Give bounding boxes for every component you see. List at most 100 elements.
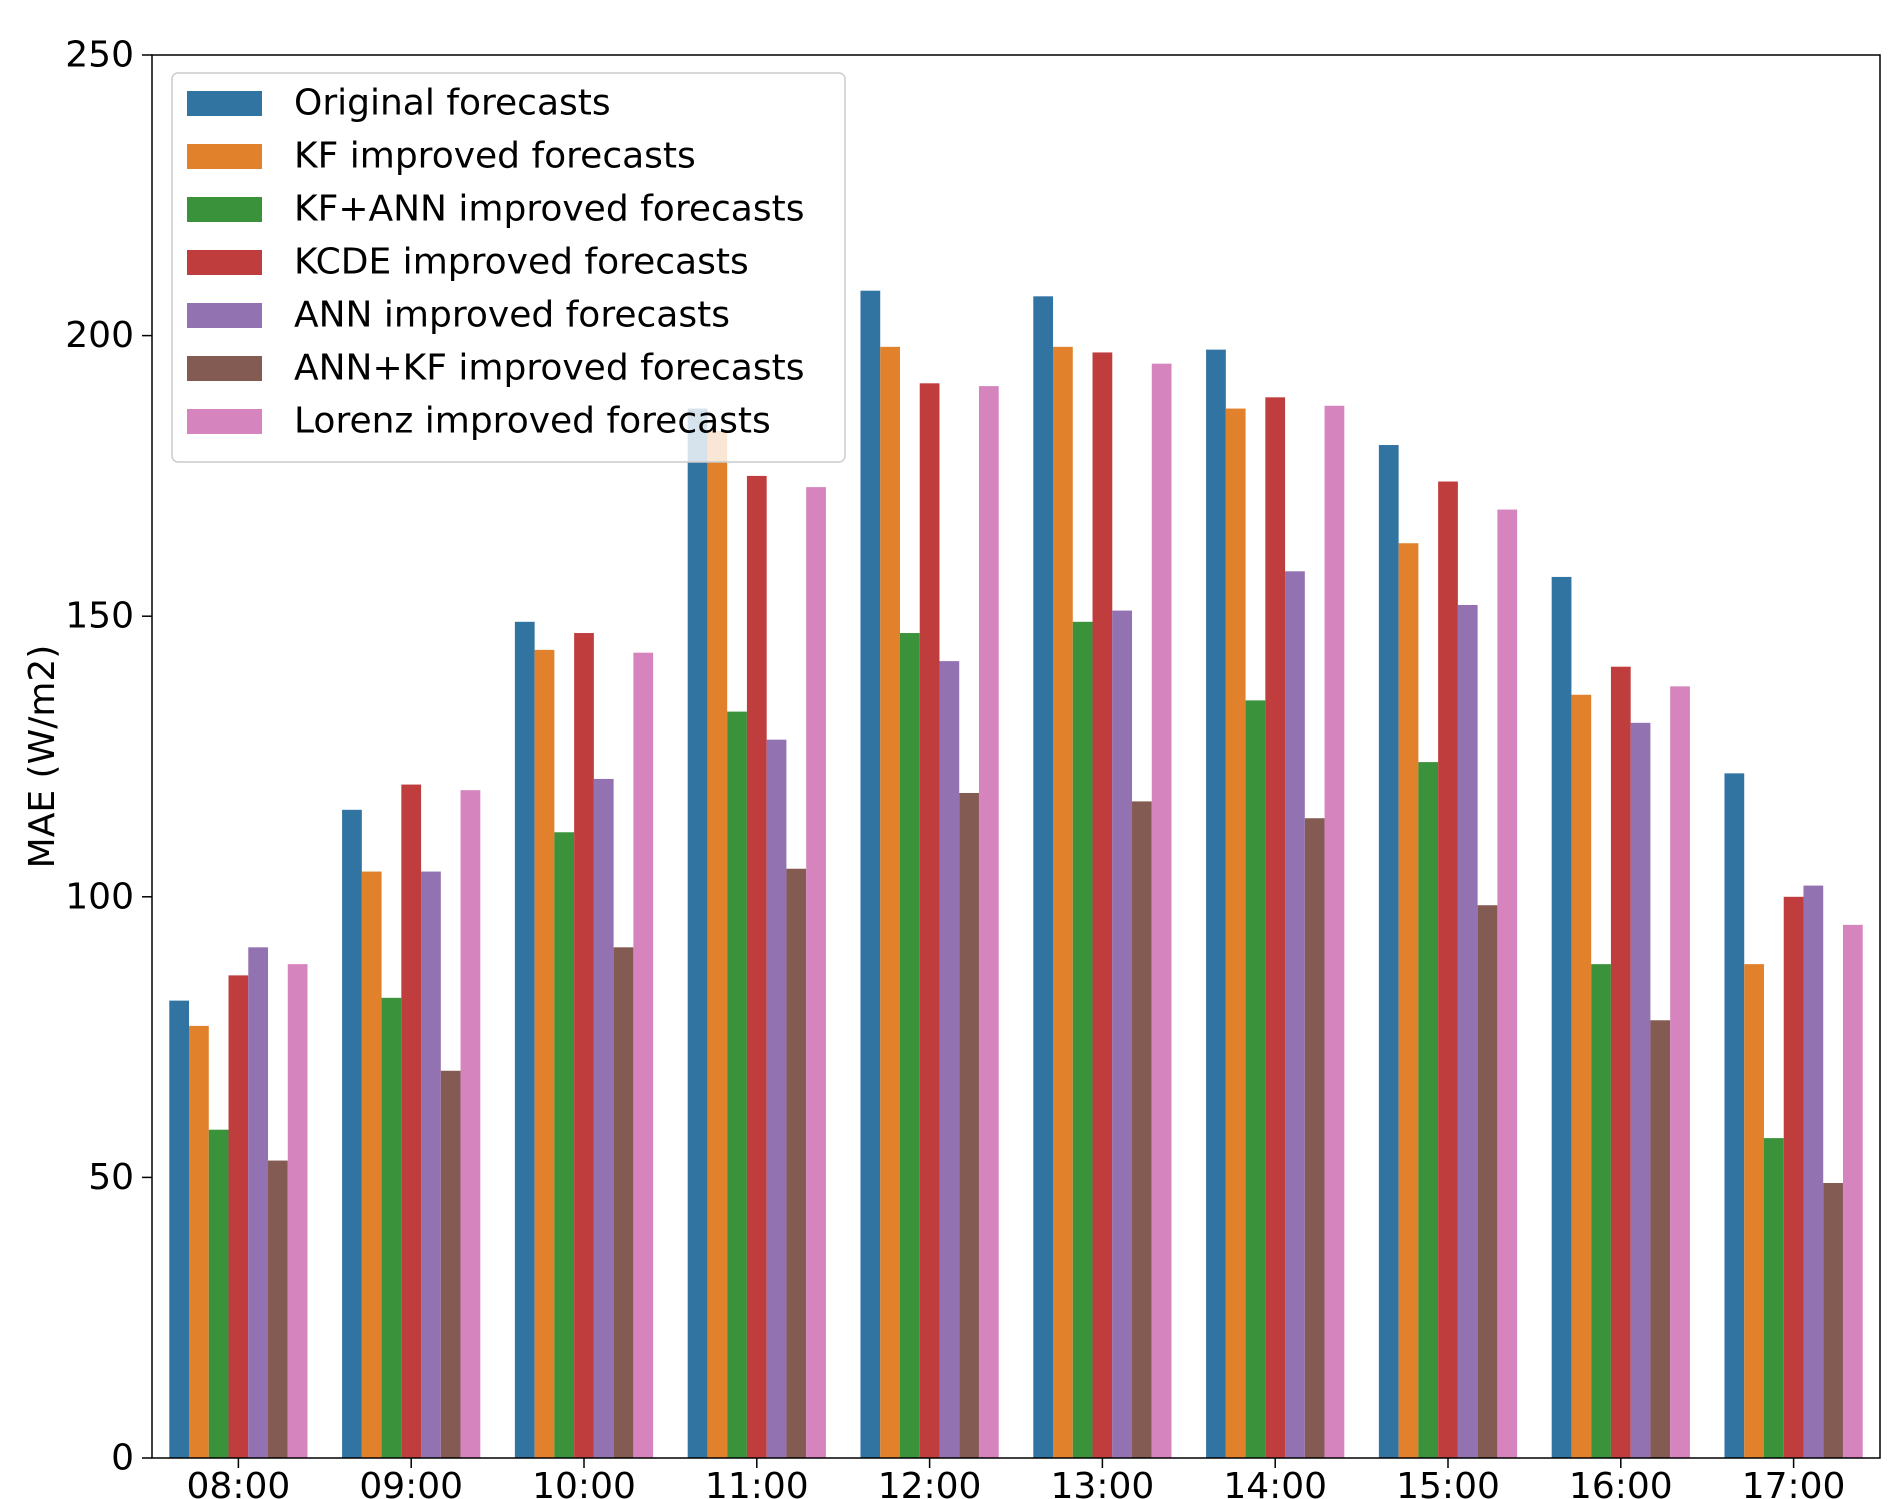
bar-ann-kf-improved-forecasts-1400 <box>1304 818 1325 1458</box>
x-tick-label: 12:00 <box>878 1466 982 1499</box>
legend-label-ann-kf-improved-forecasts: ANN+KF improved forecasts <box>294 348 804 389</box>
bar-ann-improved-forecasts-0800 <box>248 947 269 1458</box>
legend-swatch-lorenz-improved-forecasts <box>187 409 262 434</box>
bar-ann-improved-forecasts-1700 <box>1803 885 1824 1458</box>
legend-swatch-original-forecasts <box>187 91 262 116</box>
x-tick-label: 10:00 <box>532 1466 636 1499</box>
x-tick-label: 17:00 <box>1742 1466 1846 1499</box>
y-tick-label: 50 <box>88 1157 134 1198</box>
bar-kf-improved-forecasts-1200 <box>880 346 900 1458</box>
bar-original-forecasts-1600 <box>1551 576 1572 1458</box>
bar-kf-ann-improved-forecasts-1000 <box>554 832 575 1458</box>
x-tick-label: 13:00 <box>1051 1466 1155 1499</box>
bar-kf-ann-improved-forecasts-1500 <box>1418 762 1439 1458</box>
bar-original-forecasts-1700 <box>1724 773 1745 1458</box>
bar-lorenz-improved-forecasts-1100 <box>806 487 826 1458</box>
bar-original-forecasts-1500 <box>1378 445 1399 1458</box>
bar-kf-ann-improved-forecasts-0800 <box>208 1129 229 1458</box>
bar-lorenz-improved-forecasts-1000 <box>633 652 654 1458</box>
plot-frame <box>151 54 1881 1459</box>
legend-label-original-forecasts: Original forecasts <box>294 83 611 124</box>
bar-ann-kf-improved-forecasts-1100 <box>786 868 807 1458</box>
bar-kcde-improved-forecasts-1700 <box>1783 896 1804 1458</box>
x-tick-label: 15:00 <box>1396 1466 1500 1499</box>
x-tick-label: 08:00 <box>187 1466 291 1499</box>
bar-kf-improved-forecasts-1500 <box>1398 543 1419 1458</box>
bar-kcde-improved-forecasts-1500 <box>1438 481 1458 1458</box>
bar-kf-ann-improved-forecasts-0900 <box>381 997 402 1458</box>
bar-lorenz-improved-forecasts-0900 <box>460 790 481 1458</box>
bars-layer <box>169 290 1863 1459</box>
bar-kcde-improved-forecasts-1100 <box>746 475 767 1458</box>
bar-original-forecasts-1300 <box>1033 296 1054 1458</box>
bar-original-forecasts-0900 <box>342 809 362 1458</box>
legend-box <box>171 72 846 463</box>
y-tick-label: 0 <box>111 1438 134 1479</box>
bar-ann-kf-improved-forecasts-1300 <box>1132 801 1152 1458</box>
bar-ann-improved-forecasts-1400 <box>1285 571 1305 1458</box>
bar-kcde-improved-forecasts-1400 <box>1265 397 1286 1459</box>
y-tick-label: 100 <box>65 876 134 917</box>
legend-label-ann-improved-forecasts: ANN improved forecasts <box>294 295 730 336</box>
bar-kf-improved-forecasts-1000 <box>534 649 555 1458</box>
bar-kcde-improved-forecasts-1000 <box>574 633 594 1458</box>
bar-kf-improved-forecasts-1100 <box>707 431 728 1458</box>
y-tick-label: 200 <box>65 315 134 356</box>
bar-kf-improved-forecasts-0800 <box>189 1025 209 1458</box>
bar-original-forecasts-1100 <box>687 408 708 1458</box>
bar-kf-ann-improved-forecasts-1400 <box>1245 700 1266 1458</box>
legend-swatch-kf-improved-forecasts <box>187 144 262 169</box>
bar-ann-improved-forecasts-1200 <box>939 661 960 1458</box>
bar-kcde-improved-forecasts-1200 <box>919 383 940 1458</box>
bar-ann-improved-forecasts-1000 <box>593 778 614 1458</box>
bar-kf-ann-improved-forecasts-1300 <box>1072 621 1093 1458</box>
bar-ann-improved-forecasts-1600 <box>1630 722 1651 1458</box>
x-tick-label: 09:00 <box>359 1466 463 1499</box>
legend-swatch-kcde-improved-forecasts <box>187 250 262 275</box>
bar-ann-kf-improved-forecasts-1000 <box>613 947 634 1458</box>
bar-ann-kf-improved-forecasts-0900 <box>440 1070 461 1458</box>
bar-ann-improved-forecasts-1500 <box>1457 604 1478 1458</box>
bar-ann-kf-improved-forecasts-1700 <box>1823 1183 1843 1458</box>
bar-kcde-improved-forecasts-0900 <box>401 784 422 1458</box>
bar-kf-ann-improved-forecasts-1100 <box>727 711 747 1458</box>
y-tick-label: 150 <box>65 596 134 637</box>
bar-lorenz-improved-forecasts-1300 <box>1151 363 1172 1458</box>
bar-kcde-improved-forecasts-1300 <box>1092 352 1113 1459</box>
legend-label-kcde-improved-forecasts: KCDE improved forecasts <box>294 242 749 283</box>
legend: Original forecasts KF improved forecasts K… <box>171 72 846 463</box>
bar-original-forecasts-1000 <box>514 621 535 1458</box>
bar-kf-ann-improved-forecasts-1700 <box>1763 1138 1784 1458</box>
bar-kf-improved-forecasts-1400 <box>1225 408 1246 1458</box>
y-tick-label: 250 <box>65 35 134 76</box>
bar-ann-kf-improved-forecasts-0800 <box>268 1160 288 1458</box>
bar-lorenz-improved-forecasts-1600 <box>1670 686 1690 1458</box>
bar-ann-kf-improved-forecasts-1500 <box>1477 905 1498 1458</box>
bar-original-forecasts-1400 <box>1206 349 1226 1458</box>
bar-kf-ann-improved-forecasts-1200 <box>899 633 920 1458</box>
bar-kcde-improved-forecasts-1600 <box>1610 666 1631 1458</box>
bar-kf-improved-forecasts-1700 <box>1744 964 1764 1458</box>
bar-kf-improved-forecasts-1300 <box>1053 346 1073 1458</box>
bar-ann-improved-forecasts-0900 <box>421 871 441 1458</box>
bar-kf-improved-forecasts-0900 <box>361 871 382 1458</box>
axes-layer: 0 50 100 150 200 250 08:00 09:00 10:00 11:00 12:00… <box>22 35 1881 1499</box>
bar-lorenz-improved-forecasts-0800 <box>287 964 308 1458</box>
bar-original-forecasts-0800 <box>169 1000 190 1458</box>
bar-ann-kf-improved-forecasts-1200 <box>959 792 979 1458</box>
bar-ann-improved-forecasts-1300 <box>1112 610 1133 1458</box>
bar-original-forecasts-1200 <box>860 290 881 1459</box>
bar-lorenz-improved-forecasts-1500 <box>1497 509 1518 1458</box>
y-axis-label: MAE (W/m2) <box>22 645 63 869</box>
bar-lorenz-improved-forecasts-1700 <box>1842 924 1863 1458</box>
x-tick-label: 16:00 <box>1569 1466 1673 1499</box>
legend-swatch-ann-improved-forecasts <box>187 303 262 328</box>
legend-swatch-kf-ann-improved-forecasts <box>187 197 262 222</box>
x-tick-label: 14:00 <box>1223 1466 1327 1499</box>
legend-swatch-ann-kf-improved-forecasts <box>187 356 262 381</box>
bar-ann-improved-forecasts-1100 <box>766 739 787 1458</box>
bar-kf-ann-improved-forecasts-1600 <box>1591 964 1611 1458</box>
legend-label-kf-improved-forecasts: KF improved forecasts <box>294 136 696 177</box>
